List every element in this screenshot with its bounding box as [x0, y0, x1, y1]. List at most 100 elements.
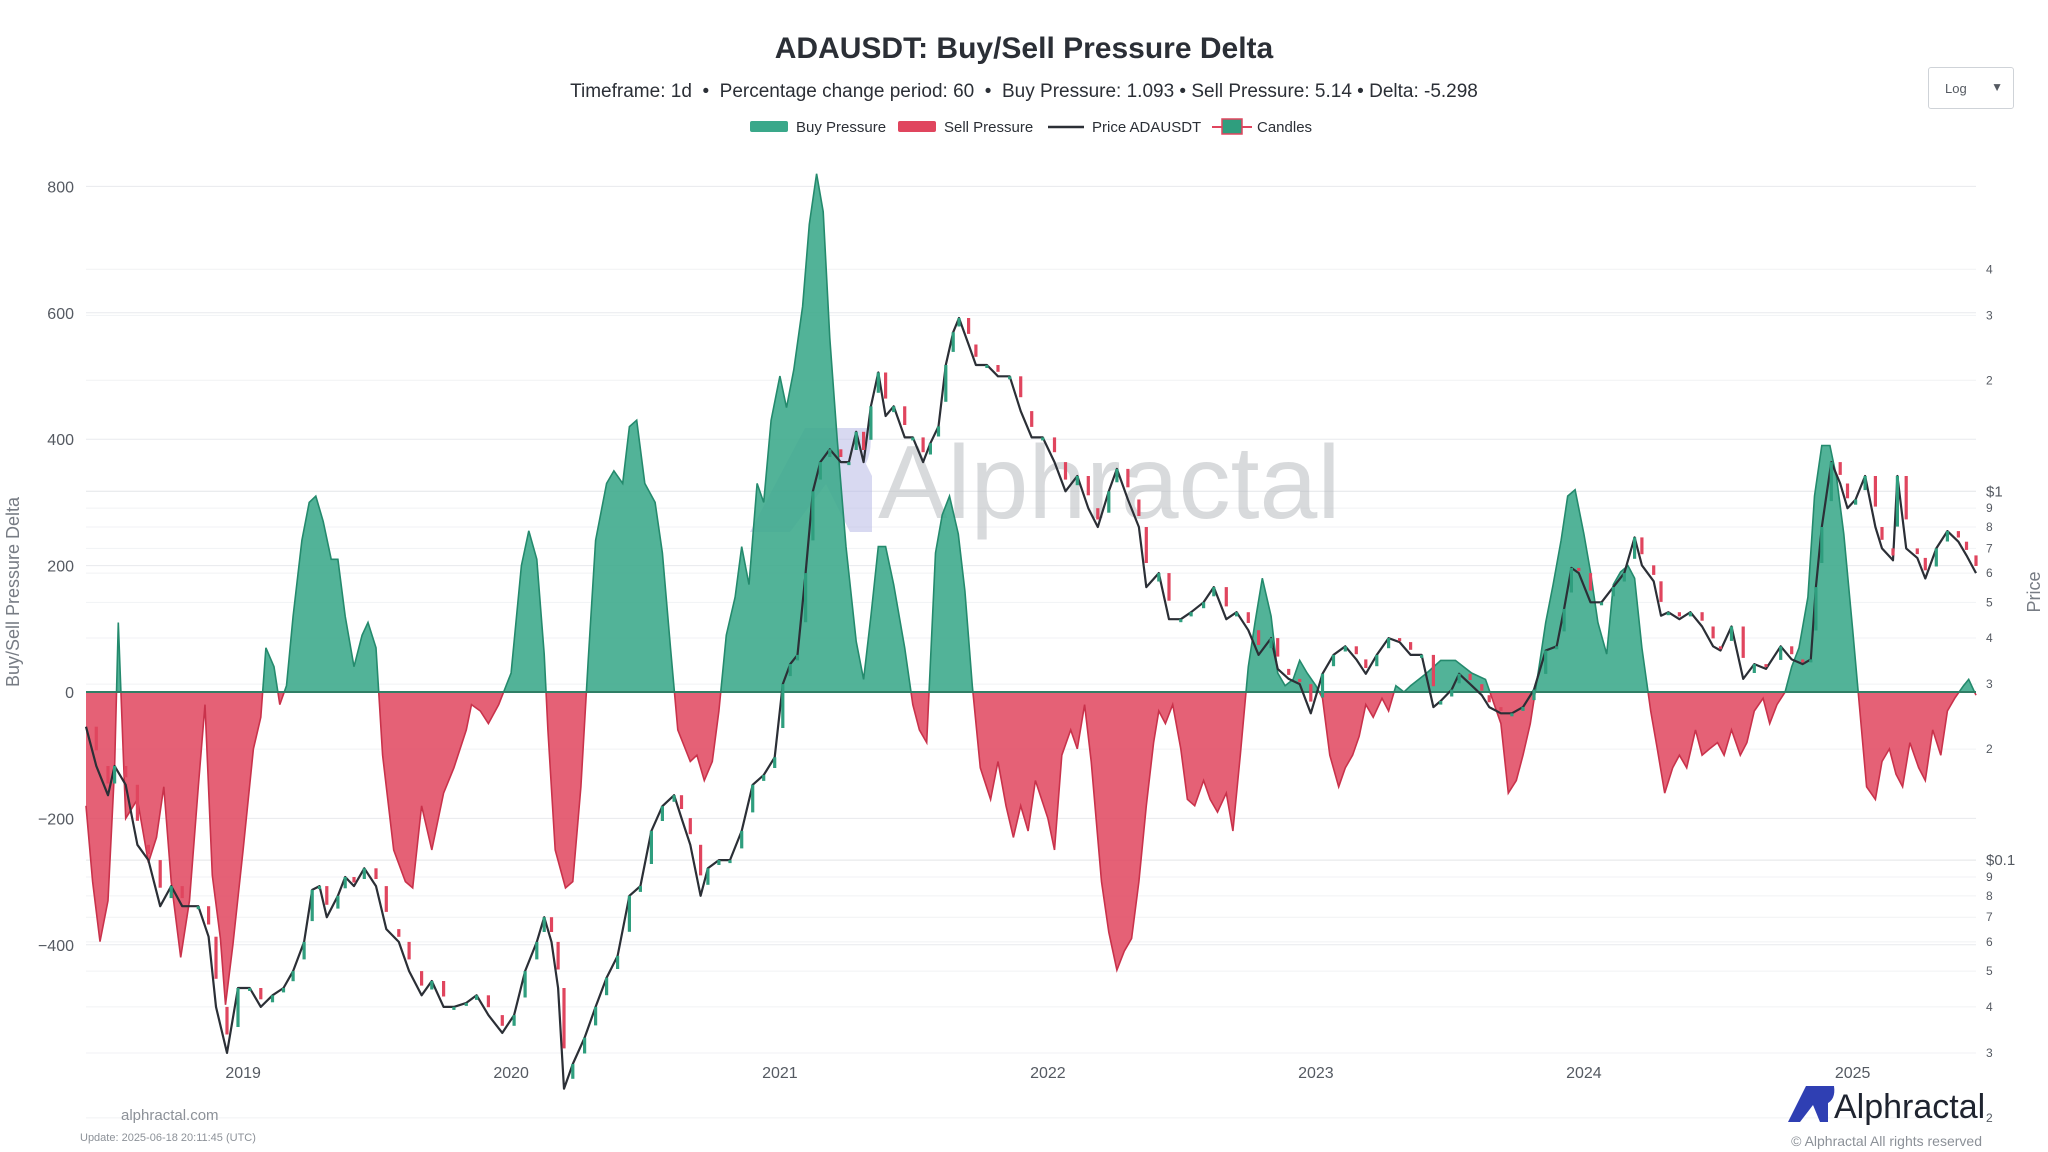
y-tick-right-7: 6 [1986, 566, 1993, 580]
candle [944, 365, 948, 402]
candle [1718, 646, 1723, 650]
candle [1157, 573, 1161, 582]
candle [362, 868, 366, 879]
candle [1964, 541, 1969, 550]
candle [430, 981, 434, 990]
candle [911, 437, 915, 441]
candle [113, 766, 117, 784]
candle [1202, 602, 1206, 609]
x-tick-2023: 2023 [1298, 1065, 1334, 1082]
y-tick-right-4: 9 [1986, 501, 1993, 515]
candle [500, 1015, 504, 1026]
candle [1487, 695, 1491, 703]
legend-label-price: Price ADAUSDT [1092, 119, 1201, 136]
candle [1934, 548, 1938, 567]
legend-label-buy: Buy Pressure [796, 119, 886, 136]
candle [1521, 707, 1525, 711]
candle [542, 917, 546, 932]
candle [1666, 612, 1670, 616]
y-tick-right-14: 8 [1986, 889, 1993, 903]
candle [259, 988, 263, 1000]
candle [1480, 684, 1484, 691]
candle [688, 818, 692, 835]
candle [291, 971, 295, 982]
candle [374, 868, 378, 879]
candle [106, 766, 110, 784]
candle [903, 406, 907, 425]
candle [442, 981, 446, 997]
candle [892, 406, 896, 413]
candle [728, 860, 732, 864]
candle [1838, 462, 1842, 475]
sell-pressure-outline [85, 692, 1977, 1005]
candle [804, 573, 808, 623]
candle [207, 906, 211, 925]
buy-pressure-fill [86, 173, 1976, 692]
candle [236, 988, 240, 1027]
candle [1880, 527, 1884, 540]
x-tick-2020: 2020 [493, 1065, 529, 1082]
y-tick-right-9: 4 [1986, 631, 1993, 645]
candle [1276, 638, 1280, 657]
candles [94, 318, 1978, 1079]
candle [1224, 587, 1228, 607]
footer-site[interactable]: alphractal.com [121, 1107, 219, 1124]
candle [486, 995, 490, 1008]
candle [1555, 646, 1559, 650]
candle [352, 877, 356, 883]
y-tick-right-11: 2 [1986, 742, 1993, 756]
candle [1956, 531, 1960, 538]
scale-select[interactable]: Log ▼ [1928, 67, 2014, 109]
candle [1019, 376, 1023, 398]
y-tick-right-17: 5 [1986, 964, 1993, 978]
candle [957, 318, 961, 327]
y-tick-right-10: 3 [1986, 677, 1993, 691]
legend-item-buy[interactable]: Buy Pressure [750, 119, 886, 136]
x-tick-2024: 2024 [1566, 1065, 1602, 1082]
y-axis-title-right: Price [2024, 571, 2044, 612]
candle [1688, 612, 1692, 617]
candle [1364, 659, 1368, 668]
candle [967, 318, 971, 334]
legend-item-sell[interactable]: Sell Pressure [898, 119, 1033, 136]
legend-item-price[interactable]: Price ADAUSDT [1048, 119, 1201, 136]
scale-select-value: Log [1945, 81, 1967, 96]
candle [1269, 638, 1273, 649]
candle [1677, 612, 1681, 617]
candle [270, 995, 275, 1003]
candle [1167, 573, 1171, 601]
candle [1499, 707, 1503, 711]
candle [751, 784, 755, 813]
y-tick-right-19: 3 [1986, 1046, 1993, 1060]
candle [1457, 673, 1461, 684]
candle [549, 917, 554, 932]
candle [571, 1064, 575, 1079]
buy-pressure-area [86, 173, 1976, 693]
candle [1235, 612, 1239, 617]
y-tick-right-8: 5 [1986, 595, 1993, 609]
candle [921, 437, 925, 453]
candle [1126, 468, 1130, 488]
legend-item-candles[interactable]: Candles [1212, 118, 1312, 136]
candle [884, 372, 888, 399]
y-tick-right-2: 2 [1986, 373, 1993, 387]
candle [535, 941, 539, 960]
candle [1544, 650, 1548, 674]
candle [196, 906, 200, 910]
candle [1640, 537, 1644, 555]
candle [862, 431, 866, 450]
y-tick-left-6: −400 [38, 938, 74, 955]
candle [94, 726, 98, 751]
candle [169, 886, 173, 899]
candle [464, 1002, 468, 1006]
candle [1741, 626, 1745, 658]
candle [1331, 654, 1336, 667]
brand-logo-icon [1788, 1086, 1835, 1122]
candle [951, 332, 955, 352]
candle [781, 684, 785, 728]
x-tick-2019: 2019 [225, 1065, 261, 1082]
candle [248, 988, 252, 991]
chart-subtitle: Timeframe: 1d • Percentage change period… [570, 81, 1478, 102]
candle [384, 886, 388, 912]
